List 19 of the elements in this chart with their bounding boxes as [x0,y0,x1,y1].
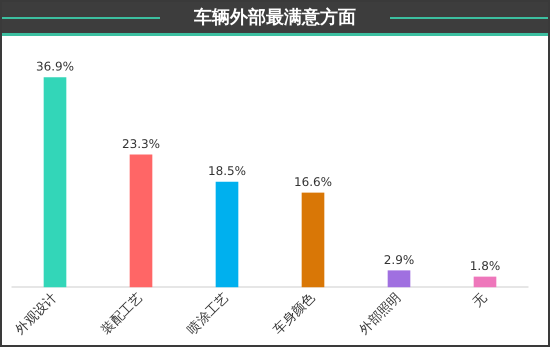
data-label: 16.6% [294,175,332,190]
data-label: 1.8% [470,259,500,274]
x-tick-label: 无 [470,290,490,310]
bar [216,182,238,288]
data-label: 36.9% [36,60,74,74]
x-tick-label: 外观设计 [12,290,60,338]
bar [302,192,324,288]
bar [474,276,496,288]
bar [130,154,152,288]
x-tick-label: 喷涂工艺 [184,290,232,338]
chart-title: 车辆外部最满意方面 [193,6,357,29]
x-tick-label: 车身颜色 [270,290,318,338]
bar [388,270,410,288]
x-tick-label: 装配工艺 [98,290,146,338]
bar [44,77,66,288]
data-label: 2.9% [384,252,414,267]
x-tick-label: 外部照明 [356,290,404,338]
data-label: 23.3% [122,136,160,151]
data-label: 18.5% [208,164,246,178]
